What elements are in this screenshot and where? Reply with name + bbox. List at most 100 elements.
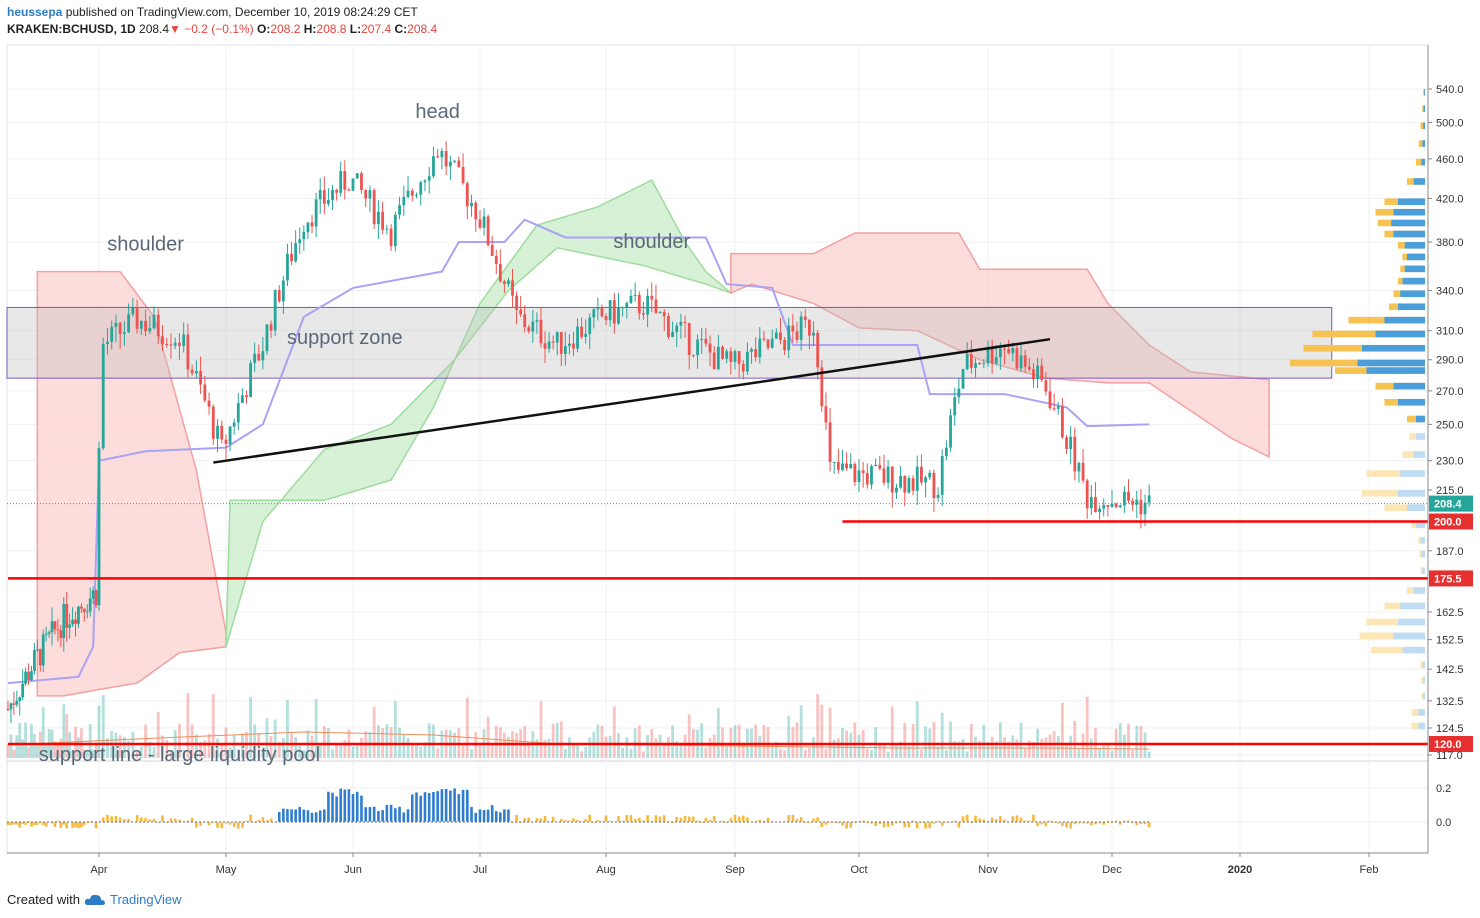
oscillator-bar	[36, 822, 39, 825]
candle-body	[1027, 366, 1031, 370]
oscillator-bar	[539, 818, 543, 822]
oscillator-bar	[385, 805, 389, 822]
vp-down-bar	[1391, 219, 1425, 227]
candle-body	[165, 344, 169, 346]
volume-bar	[812, 737, 815, 758]
candle-body	[949, 415, 952, 448]
candle-body	[101, 344, 105, 449]
vp-down-bar	[1424, 89, 1425, 96]
author-link[interactable]: heussepa	[7, 5, 63, 19]
oscillator-bar	[432, 792, 435, 822]
oscillator-bar	[886, 822, 890, 828]
oscillator-bar	[621, 820, 624, 822]
candle-body	[277, 290, 281, 302]
oscillator-bar	[355, 791, 359, 822]
candlestick-series[interactable]	[6, 141, 1151, 724]
candle-body	[27, 671, 30, 680]
volume-bar	[721, 727, 724, 758]
volume-bar	[808, 748, 811, 758]
oscillator-bar	[241, 822, 244, 828]
candle-body	[683, 321, 687, 324]
vp-down-bar	[1398, 198, 1425, 206]
oscillator-bar	[932, 822, 936, 824]
candle-body	[302, 231, 306, 240]
oscillator-bar	[824, 822, 828, 825]
candle-body	[261, 351, 265, 361]
candle-body	[895, 487, 898, 493]
volume-bar	[15, 735, 19, 758]
volume-bar	[178, 723, 181, 758]
volume-bar	[286, 699, 289, 758]
y-tick-label: 310.0	[1436, 326, 1464, 338]
oscillator-bar	[178, 819, 181, 822]
volume-bar	[899, 741, 903, 758]
oscillator-bar	[277, 812, 281, 822]
vp-down-bar	[1422, 567, 1425, 574]
candle-body	[1065, 437, 1068, 450]
volume-bar	[584, 746, 588, 758]
candle-body	[12, 703, 16, 705]
tradingview-link[interactable]: TradingView	[109, 892, 182, 907]
volume-bar	[568, 737, 571, 758]
oscillator-bar	[733, 814, 737, 822]
volume-bar	[940, 712, 944, 758]
candle-body	[257, 353, 261, 361]
volume-bar	[339, 744, 343, 758]
volume-bar	[662, 744, 666, 758]
oscillator-bar	[646, 815, 649, 822]
oscillator-bar	[741, 815, 745, 822]
volume-bar	[199, 741, 202, 758]
volume-bar	[343, 740, 347, 758]
oscillator-bar	[62, 822, 66, 825]
oscillator-bar	[895, 822, 898, 824]
vp-down-bar	[1421, 158, 1425, 166]
candle-body	[131, 307, 135, 315]
volume-bar	[470, 749, 473, 758]
oscillator-bar	[849, 822, 853, 828]
oscillator-bar	[692, 816, 695, 822]
candle-body	[637, 294, 641, 314]
cloud-bull-1	[225, 179, 732, 648]
candle-body	[281, 280, 285, 302]
candle-body	[687, 323, 691, 355]
oscillator-bar	[144, 817, 147, 822]
volume-bar	[932, 721, 936, 758]
volume-bar	[207, 733, 211, 758]
candle-body	[600, 307, 604, 317]
volume-bar	[882, 743, 886, 758]
h-value: 208.8	[316, 22, 347, 36]
candle-body	[580, 326, 584, 337]
volume-bar	[1032, 742, 1035, 758]
volume-bar	[97, 705, 101, 758]
oscillator-bar	[377, 811, 380, 822]
volume-bar	[1065, 745, 1068, 758]
oscillator-bar	[503, 809, 506, 822]
candle-body	[327, 200, 330, 204]
candle-body	[886, 466, 890, 483]
oscillator-bar	[1019, 817, 1023, 822]
o-label: O:	[257, 22, 271, 36]
volume-profile	[1290, 89, 1425, 730]
oscillator-bar	[59, 822, 63, 828]
volume-bar	[1122, 734, 1126, 758]
candle-body	[845, 463, 848, 469]
candle-body	[47, 632, 51, 634]
drawn-lines[interactable]: 200.0 175.5 120.0 208.4	[7, 337, 1473, 752]
publish-header: heussepa published on TradingView.com, D…	[7, 5, 418, 19]
candle-body	[448, 161, 452, 167]
oscillator-bar	[50, 822, 54, 824]
volume-bar	[1085, 696, 1089, 758]
candle-body	[377, 211, 380, 224]
volume-bar	[551, 723, 555, 758]
oscillator-bar	[535, 818, 539, 822]
volume-bar	[406, 737, 410, 758]
oscillator-bar	[290, 809, 293, 822]
vp-up-bar	[1420, 122, 1425, 130]
volume-bar	[53, 741, 57, 758]
volume-bar	[265, 718, 269, 758]
candle-body	[240, 395, 244, 403]
oscillator-bar	[746, 817, 749, 822]
oscillator-bar	[861, 820, 865, 822]
oscillator-bar	[1135, 822, 1139, 826]
